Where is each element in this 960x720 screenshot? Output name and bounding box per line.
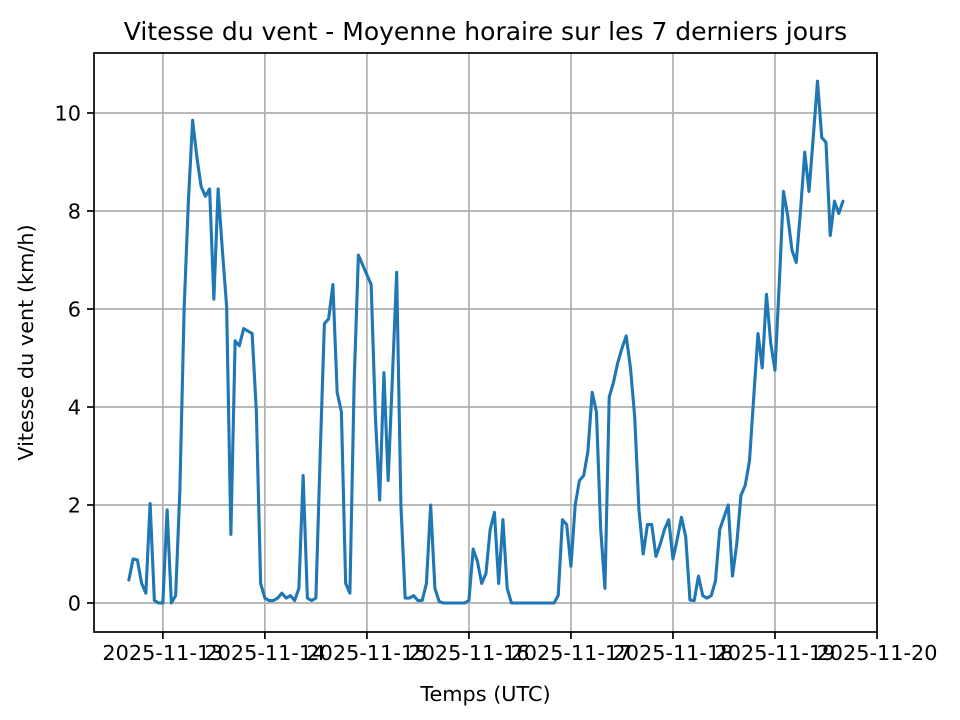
y-tick-label: 4 <box>68 395 81 419</box>
y-tick-label: 10 <box>55 101 81 125</box>
y-tick-label: 2 <box>68 493 81 517</box>
y-axis-label: Vitesse du vent (km/h) <box>14 224 38 460</box>
x-tick-label: 2025-11-20 <box>817 641 938 665</box>
x-tick-label: 2025-11-15 <box>306 641 427 665</box>
x-tick-label: 2025-11-13 <box>102 641 223 665</box>
x-tick-label: 2025-11-18 <box>613 641 734 665</box>
x-axis-label: Temps (UTC) <box>419 682 550 706</box>
y-tick-labels: 0 2 4 6 8 10 <box>55 101 81 615</box>
x-tick-label: 2025-11-16 <box>408 641 529 665</box>
plot-border <box>93 52 878 633</box>
tick-marks <box>87 112 878 639</box>
wind-speed-line <box>127 79 845 605</box>
y-tick-label: 0 <box>68 591 81 615</box>
grid-lines <box>94 53 878 632</box>
y-tick-label: 6 <box>68 297 81 321</box>
y-tick-label: 8 <box>68 199 81 223</box>
axes-spines <box>93 52 878 633</box>
x-tick-label: 2025-11-17 <box>511 641 632 665</box>
x-tick-label: 2025-11-14 <box>204 641 325 665</box>
x-tick-labels: 2025-11-132025-11-142025-11-152025-11-16… <box>102 641 937 665</box>
x-tick-label: 2025-11-19 <box>715 641 836 665</box>
chart-title: Vitesse du vent - Moyenne horaire sur le… <box>124 17 847 46</box>
